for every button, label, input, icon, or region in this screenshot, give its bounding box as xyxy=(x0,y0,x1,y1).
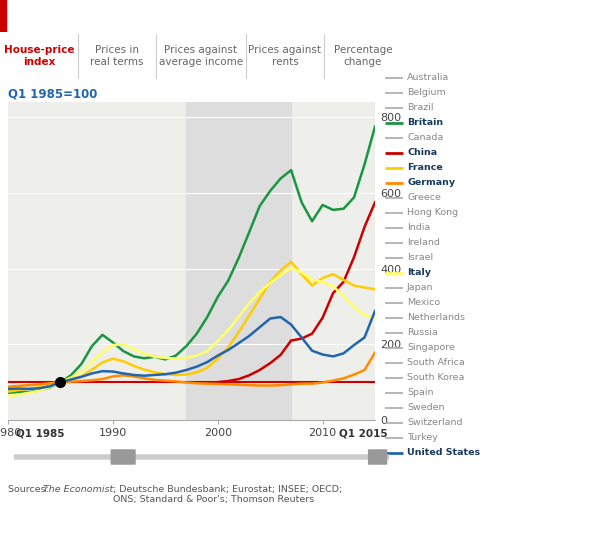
Text: Sources:: Sources: xyxy=(8,485,52,494)
Text: Canada: Canada xyxy=(407,133,443,142)
Text: The Economist: The Economist xyxy=(12,9,130,24)
Text: India: India xyxy=(407,223,430,232)
Text: Greece: Greece xyxy=(407,193,441,202)
Bar xyxy=(0,0,6,32)
Text: United States: United States xyxy=(407,448,480,457)
Text: house-price index: house-price index xyxy=(107,9,244,24)
Text: Israel: Israel xyxy=(407,253,433,262)
Text: Hong Kong: Hong Kong xyxy=(407,208,458,217)
Text: Russia: Russia xyxy=(407,328,438,337)
Text: Mexico: Mexico xyxy=(407,298,440,307)
Text: ; Deutsche Bundesbank; Eurostat; INSEE; OECD;
ONS; Standard & Poor's; Thomson Re: ; Deutsche Bundesbank; Eurostat; INSEE; … xyxy=(113,485,342,504)
Text: Australia: Australia xyxy=(407,73,449,82)
Bar xyxy=(186,102,291,420)
Text: The Economist: The Economist xyxy=(43,485,113,494)
Text: Netherlands: Netherlands xyxy=(407,313,465,322)
Text: Brazil: Brazil xyxy=(407,103,434,112)
Text: House-price
index: House-price index xyxy=(4,45,74,67)
FancyBboxPatch shape xyxy=(368,449,387,465)
Text: Japan: Japan xyxy=(407,283,434,292)
Text: South Africa: South Africa xyxy=(407,358,465,367)
Text: Q1 1985=100: Q1 1985=100 xyxy=(8,88,97,101)
FancyBboxPatch shape xyxy=(14,454,389,459)
Text: Percentage
change: Percentage change xyxy=(334,45,392,67)
Text: China: China xyxy=(407,148,437,157)
Text: Prices against
rents: Prices against rents xyxy=(248,45,322,67)
Text: Q1 1985: Q1 1985 xyxy=(16,428,64,438)
Text: Sweden: Sweden xyxy=(407,403,444,412)
Text: Belgium: Belgium xyxy=(407,88,446,97)
Text: South Korea: South Korea xyxy=(407,373,464,382)
Text: Switzerland: Switzerland xyxy=(407,418,463,427)
Text: Q1 2015: Q1 2015 xyxy=(339,428,387,438)
Text: Turkey: Turkey xyxy=(407,433,438,442)
Text: Germany: Germany xyxy=(407,178,455,187)
Text: Britain: Britain xyxy=(407,118,443,127)
Text: Spain: Spain xyxy=(407,388,434,397)
Text: Italy: Italy xyxy=(407,268,431,277)
Text: Ireland: Ireland xyxy=(407,238,440,247)
Text: Singapore: Singapore xyxy=(407,343,455,352)
FancyBboxPatch shape xyxy=(110,449,136,465)
Text: Prices against
average income: Prices against average income xyxy=(159,45,243,67)
Text: France: France xyxy=(407,163,442,172)
Text: Prices in
real terms: Prices in real terms xyxy=(90,45,144,67)
